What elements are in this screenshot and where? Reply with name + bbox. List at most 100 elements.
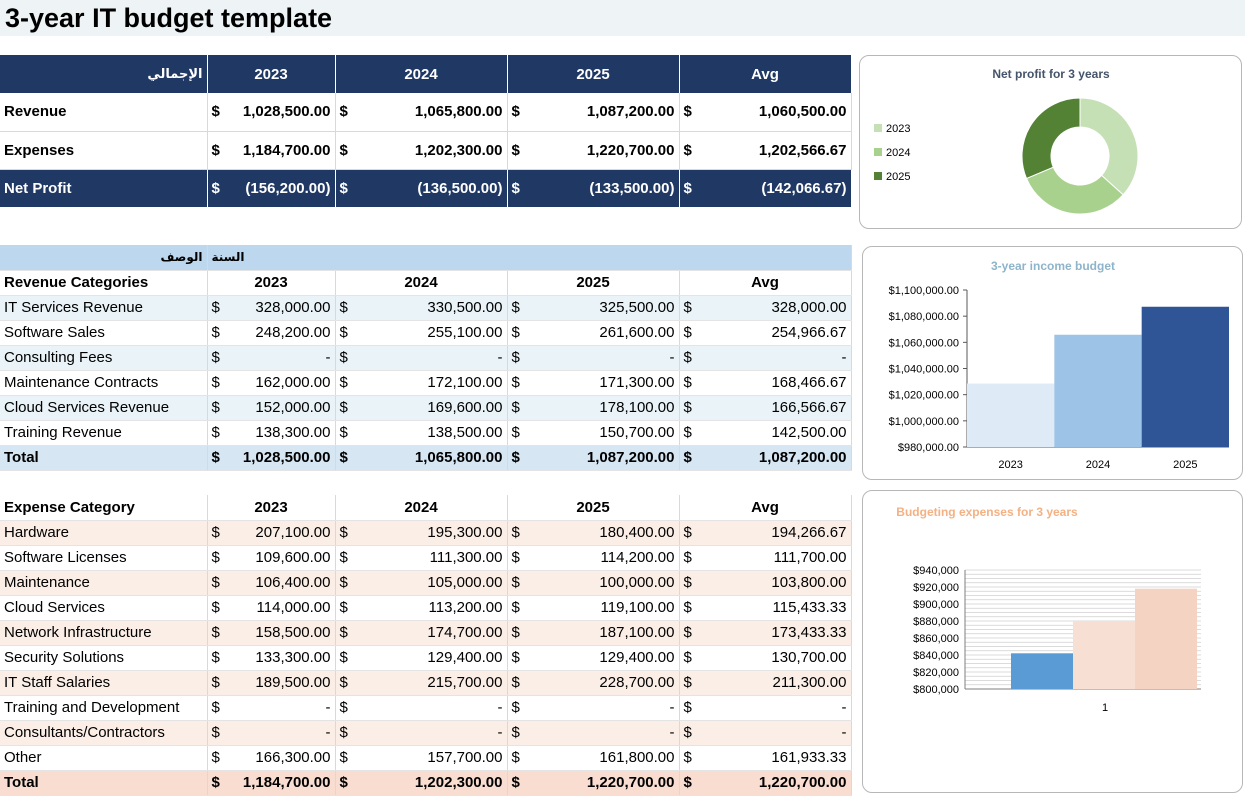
table-cell[interactable]: $330,500.00 xyxy=(335,295,508,321)
table-cell[interactable]: $103,800.00 xyxy=(679,570,852,596)
column-header[interactable]: 2023 xyxy=(207,495,336,521)
table-cell[interactable]: $ - xyxy=(507,720,680,746)
summary-header-avg[interactable]: Avg xyxy=(679,55,852,93)
table-cell[interactable]: $ - xyxy=(507,695,680,721)
column-header[interactable]: Avg xyxy=(679,495,852,521)
table-cell[interactable]: $174,700.00 xyxy=(335,620,508,646)
row-label[interactable]: IT Services Revenue xyxy=(0,295,208,321)
row-label[interactable]: Net Profit xyxy=(0,169,208,207)
row-label[interactable]: Other xyxy=(0,745,208,771)
table-cell[interactable]: $215,700.00 xyxy=(335,670,508,696)
table-cell[interactable]: $162,000.00 xyxy=(207,370,336,396)
table-cell[interactable]: $138,300.00 xyxy=(207,420,336,446)
table-cell[interactable]: $195,300.00 xyxy=(335,520,508,546)
table-cell[interactable]: $158,500.00 xyxy=(207,620,336,646)
table-cell[interactable]: $150,700.00 xyxy=(507,420,680,446)
row-label[interactable]: Total xyxy=(0,770,208,796)
table-cell[interactable]: $161,800.00 xyxy=(507,745,680,771)
row-label[interactable]: Network Infrastructure xyxy=(0,620,208,646)
table-cell[interactable]: $ - xyxy=(207,345,336,371)
summary-cell[interactable]: $ (142,066.67) xyxy=(679,169,852,207)
table-cell[interactable]: $1,028,500.00 xyxy=(207,445,336,471)
net-profit-chart-panel[interactable]: Net profit for 3 years 2023 2024 2025 xyxy=(859,55,1242,229)
row-label[interactable]: Software Sales xyxy=(0,320,208,346)
year-label-ar[interactable]: السنة xyxy=(207,245,852,271)
table-cell[interactable]: $106,400.00 xyxy=(207,570,336,596)
table-cell[interactable]: $157,700.00 xyxy=(335,745,508,771)
row-label[interactable]: Revenue xyxy=(0,93,208,132)
row-label[interactable]: Maintenance xyxy=(0,570,208,596)
table-cell[interactable]: $178,100.00 xyxy=(507,395,680,421)
table-cell[interactable]: $161,933.33 xyxy=(679,745,852,771)
table-cell[interactable]: $114,200.00 xyxy=(507,545,680,571)
table-cell[interactable]: $169,600.00 xyxy=(335,395,508,421)
description-label-ar[interactable]: الوصف xyxy=(0,245,208,271)
table-cell[interactable]: $166,566.67 xyxy=(679,395,852,421)
table-cell[interactable]: $152,000.00 xyxy=(207,395,336,421)
row-label[interactable]: Training Revenue xyxy=(0,420,208,446)
summary-cell[interactable]: $1,060,500.00 xyxy=(679,93,852,132)
table-cell[interactable]: $ - xyxy=(207,695,336,721)
table-cell[interactable]: $129,400.00 xyxy=(507,645,680,671)
table-cell[interactable]: $130,700.00 xyxy=(679,645,852,671)
table-cell[interactable]: $ - xyxy=(335,720,508,746)
table-cell[interactable]: $ - xyxy=(507,345,680,371)
summary-cell[interactable]: $1,184,700.00 xyxy=(207,131,336,170)
summary-cell[interactable]: $1,065,800.00 xyxy=(335,93,508,132)
column-header[interactable]: Avg xyxy=(679,270,852,296)
summary-cell[interactable]: $ (156,200.00) xyxy=(207,169,336,207)
row-label[interactable]: Training and Development xyxy=(0,695,208,721)
summary-cell[interactable]: $1,202,566.67 xyxy=(679,131,852,170)
table-cell[interactable]: $189,500.00 xyxy=(207,670,336,696)
table-cell[interactable]: $328,000.00 xyxy=(679,295,852,321)
table-cell[interactable]: $133,300.00 xyxy=(207,645,336,671)
table-cell[interactable]: $ - xyxy=(335,345,508,371)
table-cell[interactable]: $194,266.67 xyxy=(679,520,852,546)
row-label[interactable]: Cloud Services xyxy=(0,595,208,621)
row-label[interactable]: Maintenance Contracts xyxy=(0,370,208,396)
table-cell[interactable]: $168,466.67 xyxy=(679,370,852,396)
row-label[interactable]: Security Solutions xyxy=(0,645,208,671)
summary-cell[interactable]: $1,220,700.00 xyxy=(507,131,680,170)
table-cell[interactable]: $ - xyxy=(679,695,852,721)
column-header[interactable]: Revenue Categories xyxy=(0,270,208,296)
table-cell[interactable]: $100,000.00 xyxy=(507,570,680,596)
table-cell[interactable]: $187,100.00 xyxy=(507,620,680,646)
column-header[interactable]: 2024 xyxy=(335,495,508,521)
table-cell[interactable]: $1,184,700.00 xyxy=(207,770,336,796)
table-cell[interactable]: $ - xyxy=(679,345,852,371)
table-cell[interactable]: $1,087,200.00 xyxy=(679,445,852,471)
summary-cell[interactable]: $ (133,500.00) xyxy=(507,169,680,207)
summary-header-total-ar[interactable]: الإجمالي xyxy=(0,55,208,93)
table-cell[interactable]: $172,100.00 xyxy=(335,370,508,396)
table-cell[interactable]: $114,000.00 xyxy=(207,595,336,621)
table-cell[interactable]: $119,100.00 xyxy=(507,595,680,621)
table-cell[interactable]: $111,700.00 xyxy=(679,545,852,571)
row-label[interactable]: Total xyxy=(0,445,208,471)
row-label[interactable]: Software Licenses xyxy=(0,545,208,571)
table-cell[interactable]: $ - xyxy=(335,695,508,721)
row-label[interactable]: Cloud Services Revenue xyxy=(0,395,208,421)
table-cell[interactable]: $325,500.00 xyxy=(507,295,680,321)
row-label[interactable]: Consulting Fees xyxy=(0,345,208,371)
table-cell[interactable]: $ - xyxy=(679,720,852,746)
table-cell[interactable]: $109,600.00 xyxy=(207,545,336,571)
expenses-chart-panel[interactable]: Budgeting expenses for 3 years $800,000 $8… xyxy=(862,490,1243,793)
row-label[interactable]: Consultants/Contractors xyxy=(0,720,208,746)
table-cell[interactable]: $111,300.00 xyxy=(335,545,508,571)
table-cell[interactable]: $207,100.00 xyxy=(207,520,336,546)
summary-cell[interactable]: $1,028,500.00 xyxy=(207,93,336,132)
table-cell[interactable]: $1,220,700.00 xyxy=(507,770,680,796)
table-cell[interactable]: $113,200.00 xyxy=(335,595,508,621)
row-label[interactable]: Hardware xyxy=(0,520,208,546)
table-cell[interactable]: $105,000.00 xyxy=(335,570,508,596)
column-header[interactable]: 2025 xyxy=(507,495,680,521)
table-cell[interactable]: $1,202,300.00 xyxy=(335,770,508,796)
table-cell[interactable]: $1,065,800.00 xyxy=(335,445,508,471)
row-label[interactable]: Expenses xyxy=(0,131,208,170)
table-cell[interactable]: $211,300.00 xyxy=(679,670,852,696)
column-header[interactable]: 2024 xyxy=(335,270,508,296)
column-header[interactable]: 2023 xyxy=(207,270,336,296)
table-cell[interactable]: $166,300.00 xyxy=(207,745,336,771)
table-cell[interactable]: $129,400.00 xyxy=(335,645,508,671)
